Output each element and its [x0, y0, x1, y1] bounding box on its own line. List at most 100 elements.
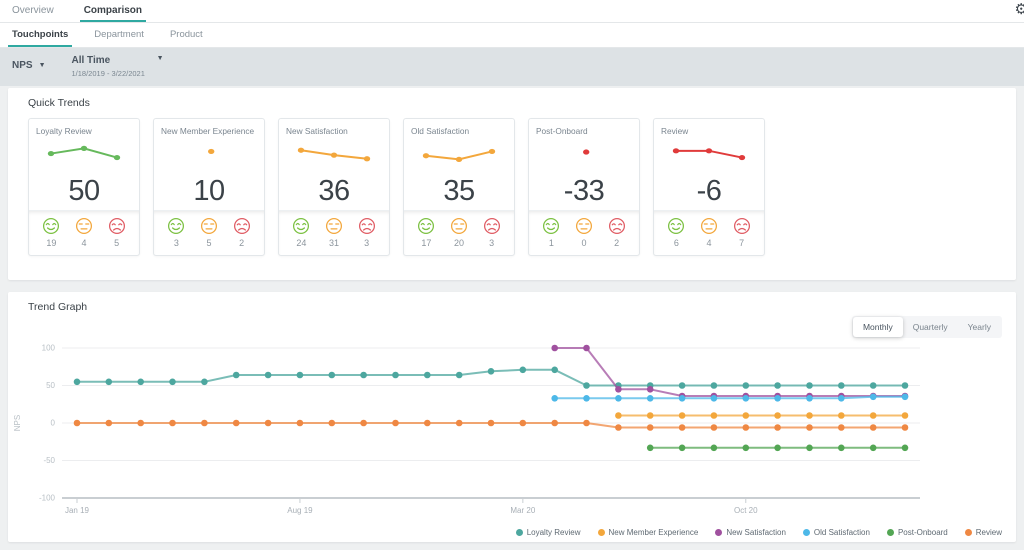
svg-text:Mar 20: Mar 20	[510, 506, 535, 515]
sad-count: 2	[614, 238, 620, 248]
legend-dot-icon	[802, 529, 810, 536]
trend-card: Old Satisfaction 35 17	[403, 118, 515, 256]
legend-label: Post-Onboard	[897, 528, 948, 537]
svg-text:0: 0	[51, 419, 56, 428]
tab-comparison[interactable]: Comparison	[79, 0, 147, 22]
happy-face-icon	[43, 217, 60, 235]
neutral-count: 0	[581, 238, 587, 248]
trend-card-title: New Satisfaction	[286, 126, 348, 136]
svg-text:50: 50	[46, 381, 55, 390]
neutral-face-icon	[200, 217, 217, 235]
period-toggle: Monthly Quarterly Yearly	[851, 316, 1002, 338]
time-range-value: 1/18/2019 - 3/22/2021	[71, 69, 145, 78]
legend-dot-icon	[886, 529, 894, 536]
subtab-touchpoints[interactable]: Touchpoints	[8, 23, 73, 47]
metric-dropdown-label: NPS	[12, 60, 33, 71]
legend-dot-icon	[964, 529, 972, 536]
trend-card: Review -6 6	[653, 118, 765, 256]
legend-item[interactable]: Loyalty Review	[515, 528, 581, 537]
trend-card-title: Old Satisfaction	[411, 126, 470, 136]
trend-card-footer: 1 0	[529, 210, 639, 255]
svg-text:NPS: NPS	[13, 415, 22, 431]
sad-count: 5	[114, 238, 120, 248]
happy-face-icon	[168, 217, 185, 235]
trend-card: Post-Onboard -33 1	[528, 118, 640, 256]
trend-card: New Satisfaction 36 24	[278, 118, 390, 256]
happy-count: 24	[296, 238, 307, 248]
trend-card-footer: 17 20	[404, 210, 514, 255]
trend-card-footer: 6 4	[654, 210, 764, 255]
trend-card-sparkline	[208, 148, 215, 155]
trend-card-sparkline	[672, 148, 746, 161]
neutral-count: 4	[81, 238, 87, 248]
metric-dropdown[interactable]: NPS ▼	[12, 55, 46, 86]
sad-face-icon	[608, 217, 625, 235]
neutral-count: 4	[706, 238, 712, 248]
trend-card: Loyalty Review 50 19	[28, 118, 140, 256]
period-monthly-button[interactable]: Monthly	[852, 317, 903, 337]
legend-label: New Member Experience	[608, 528, 699, 537]
sad-count: 7	[739, 238, 745, 248]
trend-card-title: Loyalty Review	[36, 126, 92, 136]
sad-count: 3	[489, 238, 495, 248]
trend-card-footer: 19 4	[29, 210, 139, 255]
settings-gear-icon[interactable]: ⚙	[1014, 1, 1024, 18]
legend-item[interactable]: Post-Onboard	[886, 528, 948, 537]
neutral-count: 20	[453, 238, 464, 248]
tab-overview[interactable]: Overview	[12, 5, 54, 16]
neutral-face-icon	[575, 217, 592, 235]
legend-item[interactable]: Old Satisfaction	[802, 528, 870, 537]
top-tab-bar: Overview Comparison	[0, 0, 1024, 23]
filter-bar: NPS ▼ All Time ▼ 1/18/2019 - 3/22/2021	[0, 48, 1024, 86]
trend-card-sparkline	[583, 149, 590, 155]
legend-label: New Satisfaction	[726, 528, 786, 537]
sad-count: 2	[239, 238, 245, 248]
legend-dot-icon	[597, 529, 605, 536]
neutral-face-icon	[450, 217, 467, 235]
legend-item[interactable]: New Member Experience	[597, 528, 699, 537]
trend-card-value: -6	[696, 175, 722, 207]
trend-graph-title: Trend Graph	[28, 301, 88, 313]
neutral-face-icon	[700, 217, 717, 235]
trend-card: New Member Experience 10 3	[153, 118, 265, 256]
neutral-face-icon	[325, 217, 342, 235]
legend-dot-icon	[515, 529, 523, 536]
sad-face-icon	[483, 217, 500, 235]
legend-item[interactable]: Review	[964, 528, 1002, 537]
trend-card-sparkline	[47, 145, 121, 161]
legend-item[interactable]: New Satisfaction	[715, 528, 786, 537]
happy-count: 1	[548, 238, 554, 248]
legend-dot-icon	[715, 529, 723, 536]
trend-card-sparkline	[422, 148, 496, 162]
legend-label: Review	[975, 528, 1002, 537]
time-range-dropdown[interactable]: All Time ▼ 1/18/2019 - 3/22/2021	[72, 55, 164, 86]
trend-chart: 100 50 0 -50 -100 NPS Jan 19 Aug 19 Mar 20 Oct 20	[13, 344, 920, 515]
quick-trends-cards: Loyalty Review 5 0 19	[28, 118, 996, 256]
happy-face-icon	[543, 217, 560, 235]
trend-card-title: Review	[661, 126, 689, 136]
time-dropdown-label: All Time	[71, 55, 111, 66]
period-quarterly-button[interactable]: Quarterly	[903, 317, 958, 337]
happy-count: 17	[421, 238, 432, 248]
neutral-count: 31	[328, 238, 339, 248]
sad-face-icon	[233, 217, 250, 235]
legend-label: Old Satisfaction	[813, 528, 870, 537]
sad-face-icon	[358, 217, 375, 235]
svg-text:-50: -50	[43, 456, 55, 465]
chart-legend: Loyalty Review New Member Experience New S…	[515, 528, 1002, 537]
svg-text:100: 100	[42, 344, 56, 353]
period-yearly-button[interactable]: Yearly	[958, 317, 1001, 337]
subtab-product[interactable]: Product	[169, 29, 203, 40]
subtab-department[interactable]: Department	[94, 29, 144, 40]
quick-trends-title: Quick Trends	[28, 97, 90, 109]
sad-face-icon	[108, 217, 125, 235]
happy-count: 3	[173, 238, 179, 248]
neutral-count: 5	[206, 238, 212, 248]
happy-count: 6	[673, 238, 679, 248]
happy-count: 19	[46, 238, 57, 248]
sub-tab-bar: Touchpoints Department Product	[0, 23, 1024, 48]
trend-card-footer: 3 5	[154, 210, 264, 255]
trend-card-value: 36	[318, 175, 350, 207]
trend-card-footer: 24 31	[279, 210, 389, 255]
happy-face-icon	[293, 217, 310, 235]
